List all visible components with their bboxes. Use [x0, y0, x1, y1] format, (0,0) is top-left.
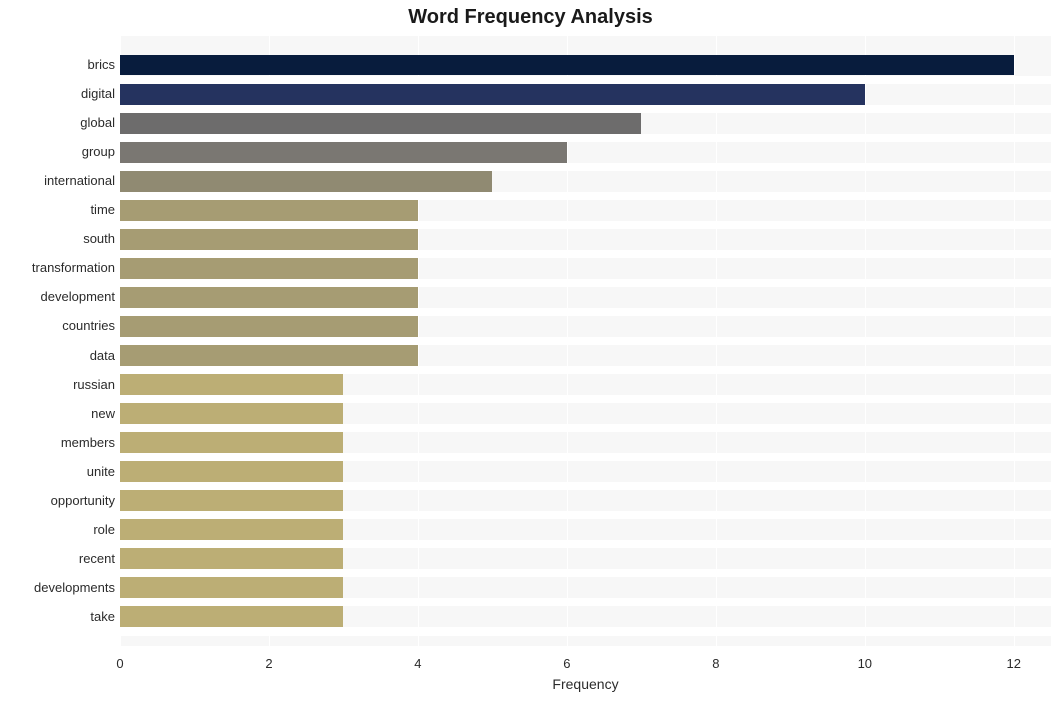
- y-tick-label: members: [61, 433, 115, 453]
- grid-band: [120, 424, 1051, 432]
- y-tick-label: global: [80, 113, 115, 133]
- bar: [120, 258, 418, 279]
- bar: [120, 84, 865, 105]
- bar: [120, 432, 343, 453]
- bar: [120, 171, 492, 192]
- y-tick-label: time: [90, 200, 115, 220]
- grid-band: [120, 511, 1051, 519]
- y-tick-label: international: [44, 171, 115, 191]
- y-tick-label: transformation: [32, 258, 115, 278]
- grid-band: [120, 279, 1051, 287]
- y-tick-label: new: [91, 404, 115, 424]
- bar: [120, 287, 418, 308]
- y-tick-label: development: [41, 287, 115, 307]
- y-tick-label: brics: [88, 55, 115, 75]
- bar: [120, 142, 567, 163]
- bar: [120, 113, 641, 134]
- x-tick-label: 0: [116, 656, 123, 671]
- grid-band: [120, 105, 1051, 113]
- bar: [120, 403, 343, 424]
- bar: [120, 606, 343, 627]
- x-tick-label: 10: [858, 656, 872, 671]
- bar: [120, 200, 418, 221]
- bar: [120, 374, 343, 395]
- grid-band: [120, 250, 1051, 258]
- y-tick-label: take: [90, 607, 115, 627]
- bar: [120, 229, 418, 250]
- bar: [120, 461, 343, 482]
- grid-band: [120, 627, 1051, 635]
- grid-band: [120, 482, 1051, 490]
- bar: [120, 548, 343, 569]
- word-frequency-chart: Word Frequency Analysis Frequency brics d…: [0, 0, 1061, 701]
- x-tick-label: 8: [712, 656, 719, 671]
- bar: [120, 577, 343, 598]
- grid-band: [120, 540, 1051, 548]
- y-tick-label: role: [93, 520, 115, 540]
- grid-band: [120, 395, 1051, 403]
- bar: [120, 316, 418, 337]
- chart-title: Word Frequency Analysis: [0, 6, 1061, 29]
- y-tick-label: opportunity: [51, 491, 115, 511]
- grid-band: [120, 192, 1051, 200]
- grid-band: [120, 221, 1051, 229]
- y-tick-label: unite: [87, 462, 115, 482]
- grid-band: [120, 598, 1051, 606]
- grid-band: [120, 308, 1051, 316]
- grid-band: [120, 453, 1051, 461]
- y-tick-label: group: [82, 142, 115, 162]
- x-tick-label: 6: [563, 656, 570, 671]
- y-tick-label: south: [83, 229, 115, 249]
- bar: [120, 519, 343, 540]
- y-tick-label: recent: [79, 549, 115, 569]
- grid-band: [120, 76, 1051, 84]
- y-tick-label: data: [90, 346, 115, 366]
- bar: [120, 490, 343, 511]
- x-tick-label: 12: [1007, 656, 1021, 671]
- y-tick-label: developments: [34, 578, 115, 598]
- bar: [120, 345, 418, 366]
- plot-area: [120, 36, 1051, 646]
- grid-band: [120, 337, 1051, 345]
- grid-band: [120, 366, 1051, 374]
- grid-band: [120, 134, 1051, 142]
- y-tick-label: digital: [81, 84, 115, 104]
- grid-band: [120, 163, 1051, 171]
- y-tick-label: russian: [73, 375, 115, 395]
- grid-band: [120, 569, 1051, 577]
- x-tick-label: 4: [414, 656, 421, 671]
- y-tick-label: countries: [62, 316, 115, 336]
- x-tick-label: 2: [265, 656, 272, 671]
- bar: [120, 55, 1014, 76]
- x-axis-label: Frequency: [120, 676, 1051, 692]
